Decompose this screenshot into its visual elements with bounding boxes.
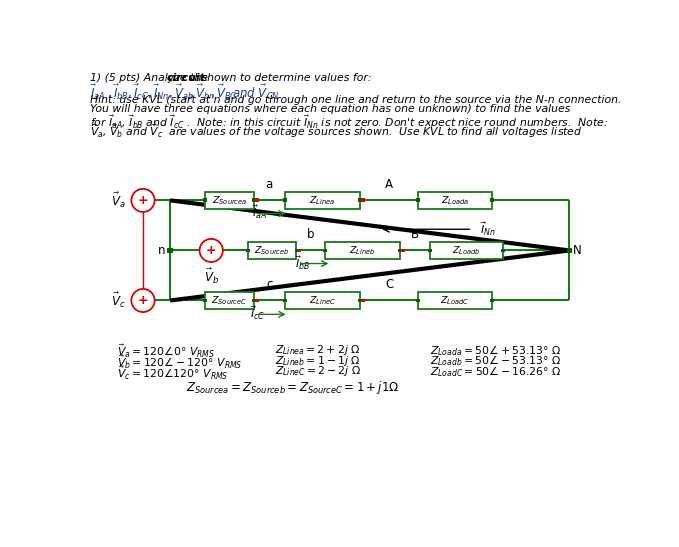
Bar (283, 299, 287, 302)
Text: $Z_{Sourcea} = Z_{Sourceb} = Z_{SourceC} = 1+ j1\Omega$: $Z_{Sourcea} = Z_{Sourceb} = Z_{SourceC}… (185, 379, 399, 396)
Text: $,\vec{V}_{ab}$: $,\vec{V}_{ab}$ (168, 83, 194, 102)
Text: $Z_{Loadb}$: $Z_{Loadb}$ (452, 244, 481, 257)
Text: $\vec{I}_{Nn}$: $\vec{I}_{Nn}$ (480, 220, 496, 238)
Text: $,\vec{V}_{BC}$: $,\vec{V}_{BC}$ (210, 83, 237, 102)
Bar (252, 299, 256, 302)
Text: $\vec{V}_a = 120\angle 0°\ V_{RMS}$: $\vec{V}_a = 120\angle 0°\ V_{RMS}$ (117, 343, 215, 360)
Text: for $\vec{I}_{aA}$, $\vec{I}_{bB}$ and $\vec{I}_{cC}$ .  Note: in this circuit $: for $\vec{I}_{aA}$, $\vec{I}_{bB}$ and $… (90, 113, 608, 131)
Text: $,\vec{I}_{Nn}$: $,\vec{I}_{Nn}$ (147, 83, 169, 102)
Bar (246, 248, 250, 252)
Bar (323, 248, 327, 252)
Text: $Z_{LoadC}$: $Z_{LoadC}$ (440, 294, 470, 307)
Bar (566, 248, 572, 253)
Circle shape (131, 189, 155, 212)
Bar (295, 248, 298, 252)
Text: N: N (573, 244, 582, 257)
Text: n: n (158, 244, 166, 257)
Text: $\vec{V}_b = 120\angle -120°\ V_{RMS}$: $\vec{V}_b = 120\angle -120°\ V_{RMS}$ (117, 353, 243, 371)
Bar (285, 192, 360, 209)
Bar (248, 242, 297, 259)
Text: +: + (138, 294, 148, 307)
Text: +: + (138, 194, 148, 207)
Circle shape (200, 239, 223, 262)
Bar (203, 299, 207, 302)
Text: $Z_{Sourcea}$: $Z_{Sourcea}$ (212, 194, 247, 207)
Text: $\vec{I}_{aA}$: $\vec{I}_{aA}$ (90, 83, 106, 102)
Bar (283, 199, 287, 202)
Bar (490, 299, 494, 302)
Text: $\vec{V}_a$: $\vec{V}_a$ (111, 191, 126, 210)
Text: $\vec{I}_{bB}$: $\vec{I}_{bB}$ (295, 254, 310, 271)
Bar (501, 248, 505, 252)
Text: Hint: use KVL (start at n and go through one line and return to the source via t: Hint: use KVL (start at n and go through… (90, 95, 622, 105)
Bar (255, 199, 259, 202)
Text: $Z_{LineC}$: $Z_{LineC}$ (309, 294, 336, 307)
Bar (203, 199, 207, 202)
Text: $Z_{Sourceb}$: $Z_{Sourceb}$ (254, 244, 290, 257)
Text: $,\vec{V}_{bn}$: $,\vec{V}_{bn}$ (189, 83, 215, 102)
Bar (205, 292, 254, 309)
Bar (358, 199, 362, 202)
Bar (285, 292, 360, 309)
Text: $\vec{V}_c = 120\angle 120°\ V_{RMS}$: $\vec{V}_c = 120\angle 120°\ V_{RMS}$ (117, 364, 229, 382)
Bar (401, 248, 405, 252)
Bar (430, 242, 503, 259)
Bar (168, 248, 173, 253)
Text: a: a (265, 178, 273, 191)
Text: $Z_{LineC} = 2-2j\ \Omega$: $Z_{LineC} = 2-2j\ \Omega$ (275, 364, 361, 379)
Bar (252, 199, 256, 202)
Text: $,\vec{I}_{cC}$: $,\vec{I}_{cC}$ (127, 83, 149, 102)
Text: $\vec{V}_c$: $\vec{V}_c$ (111, 291, 126, 310)
Text: $\vec{V}_b$: $\vec{V}_b$ (204, 267, 219, 287)
Text: $\vec{I}_{aA}$: $\vec{I}_{aA}$ (253, 204, 268, 222)
Bar (361, 199, 365, 202)
Text: $,\vec{I}_{bB}$: $,\vec{I}_{bB}$ (107, 83, 128, 102)
Text: $\vec{V}_a$, $\vec{V}_b$ and $\vec{V}_c$  are values of the voltage sources show: $\vec{V}_a$, $\vec{V}_b$ and $\vec{V}_c$… (90, 123, 583, 141)
Text: $Z_{LoadC} = 50\angle -16.26°\ \Omega$: $Z_{LoadC} = 50\angle -16.26°\ \Omega$ (430, 364, 561, 379)
Text: You will have three equations where each equation has one unknown) to find the v: You will have three equations where each… (90, 104, 570, 114)
Text: $\vec{I}_{cC}$: $\vec{I}_{cC}$ (250, 305, 265, 322)
Text: $Z_{Lineb} = 1-1j\ \Omega$: $Z_{Lineb} = 1-1j\ \Omega$ (275, 353, 361, 368)
Text: $Z_{Linea} = 2+2j\ \Omega$: $Z_{Linea} = 2+2j\ \Omega$ (275, 343, 360, 357)
Bar (358, 299, 362, 302)
Text: $Z_{Loada} = 50\angle +53.13°\ \Omega$: $Z_{Loada} = 50\angle +53.13°\ \Omega$ (430, 343, 561, 358)
Bar (398, 248, 401, 252)
Bar (325, 242, 399, 259)
Text: $Z_{Loada}$: $Z_{Loada}$ (441, 194, 469, 207)
Text: circuit: circuit (167, 73, 206, 83)
Circle shape (131, 289, 155, 312)
Text: c: c (266, 278, 272, 291)
Text: 1) (5 pts) Analyze the: 1) (5 pts) Analyze the (90, 73, 212, 83)
Text: $Z_{Loadb} = 50\angle -53.13°\ \Omega$: $Z_{Loadb} = 50\angle -53.13°\ \Omega$ (430, 353, 561, 369)
Bar (205, 192, 254, 209)
Bar (297, 248, 301, 252)
Bar (255, 299, 259, 302)
Text: $Z_{Lineb}$: $Z_{Lineb}$ (349, 244, 375, 257)
Text: b: b (307, 228, 314, 241)
Bar (418, 292, 492, 309)
Text: $Z_{SourceC}$: $Z_{SourceC}$ (211, 294, 248, 307)
Text: $Z_{Linea}$: $Z_{Linea}$ (310, 194, 335, 207)
Bar (490, 199, 494, 202)
Text: and $\vec{V}_{CN}$: and $\vec{V}_{CN}$ (232, 83, 280, 102)
Bar (418, 192, 492, 209)
Bar (428, 248, 432, 252)
Bar (416, 199, 420, 202)
Text: B: B (411, 228, 419, 241)
Text: C: C (385, 278, 393, 291)
Text: shown to determine values for:: shown to determine values for: (198, 73, 371, 83)
Text: +: + (206, 244, 217, 257)
Bar (361, 299, 365, 302)
Bar (416, 299, 420, 302)
Text: A: A (385, 178, 393, 191)
